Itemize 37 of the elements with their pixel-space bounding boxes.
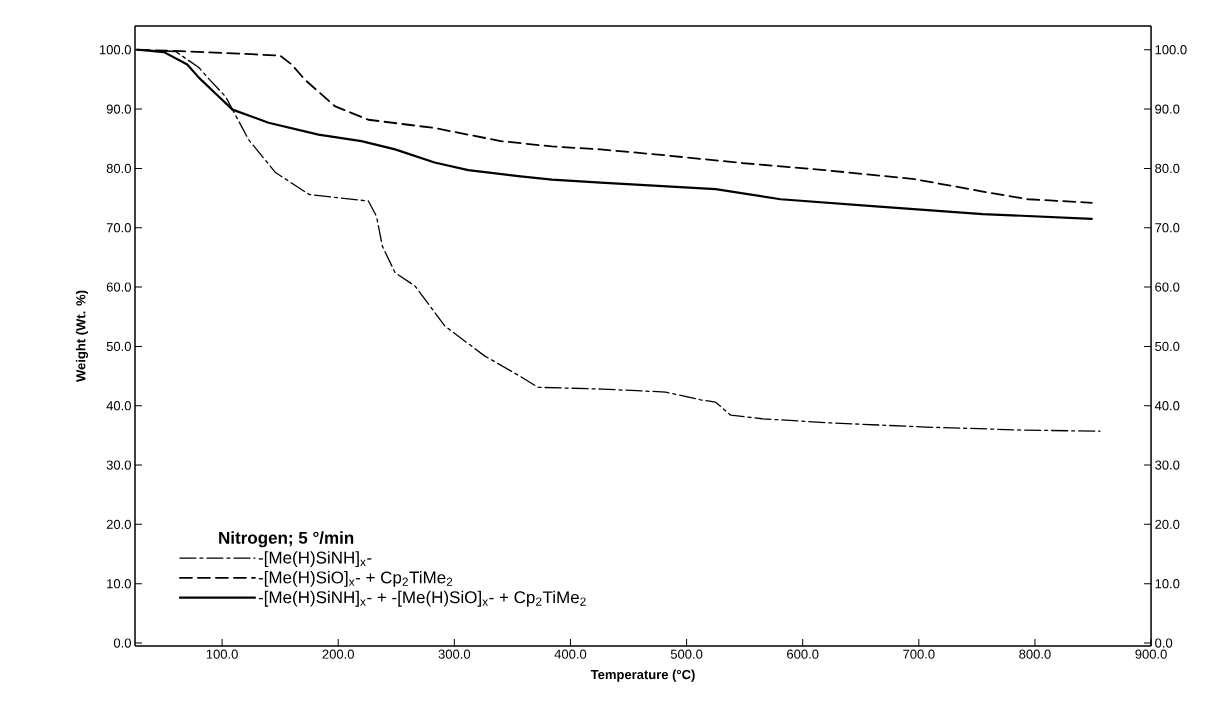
y2-tick-label: 10.0 — [1155, 579, 1180, 589]
y-tick-label: 100.0 — [99, 45, 131, 55]
x-axis-title: Temperature (°C) — [590, 669, 695, 682]
x-tick-label: 700.0 — [903, 649, 935, 659]
y-tick-label: 60.0 — [106, 282, 131, 292]
x-tick-label: 100.0 — [206, 649, 238, 659]
y2-tick-label: 100.0 — [1155, 45, 1187, 55]
y-tick-label: 40.0 — [106, 401, 131, 411]
y-axis-title: Weight (Wt. %) — [75, 290, 89, 382]
y2-tick-label: 70.0 — [1155, 223, 1180, 233]
legend-label: -[Me(H)SiNH]$_{x}$- — [258, 551, 372, 567]
y2-tick-label: 30.0 — [1155, 460, 1180, 470]
x-tick-label: 200.0 — [322, 649, 354, 659]
y-tick-label: 30.0 — [106, 460, 131, 470]
y2-tick-label: 0.0 — [1155, 638, 1173, 648]
y2-tick-label: 60.0 — [1155, 282, 1180, 292]
y-tick-label: 80.0 — [106, 163, 131, 173]
x-tick-label: 500.0 — [670, 649, 703, 659]
x-tick-label: 900.0 — [1135, 649, 1167, 659]
y-tick-label: 50.0 — [106, 341, 131, 351]
x-tick-label: 400.0 — [554, 649, 587, 659]
y-tick-label: 0.0 — [113, 638, 131, 648]
y2-tick-label: 20.0 — [1155, 519, 1180, 529]
legend-title: Nitrogen; 5 °/min — [219, 531, 354, 548]
legend-label: -[Me(H)SiO]$_{x}$- + Cp$_{2}$TiMe$_{2}$ — [258, 570, 453, 587]
y2-tick-label: 50.0 — [1155, 341, 1180, 351]
x-tick-label: 600.0 — [787, 649, 819, 659]
y-tick-label: 70.0 — [106, 223, 131, 233]
y2-tick-label: 40.0 — [1154, 401, 1180, 411]
y-tick-label: 90.0 — [106, 104, 131, 114]
x-tick-label: 800.0 — [1019, 649, 1051, 659]
y-tick-label: 10.0 — [107, 579, 131, 589]
y-tick-label: 20.0 — [106, 519, 131, 529]
x-tick-label: 300.0 — [438, 649, 471, 659]
y2-tick-label: 90.0 — [1155, 104, 1180, 114]
legend-label: -[Me(H)SiNH]$_{x}$- + -[Me(H)SiO]$_{x}$- + Cp$_{2}$TiMe$_{2}$ — [258, 590, 586, 607]
y2-tick-label: 80.0 — [1155, 163, 1180, 173]
